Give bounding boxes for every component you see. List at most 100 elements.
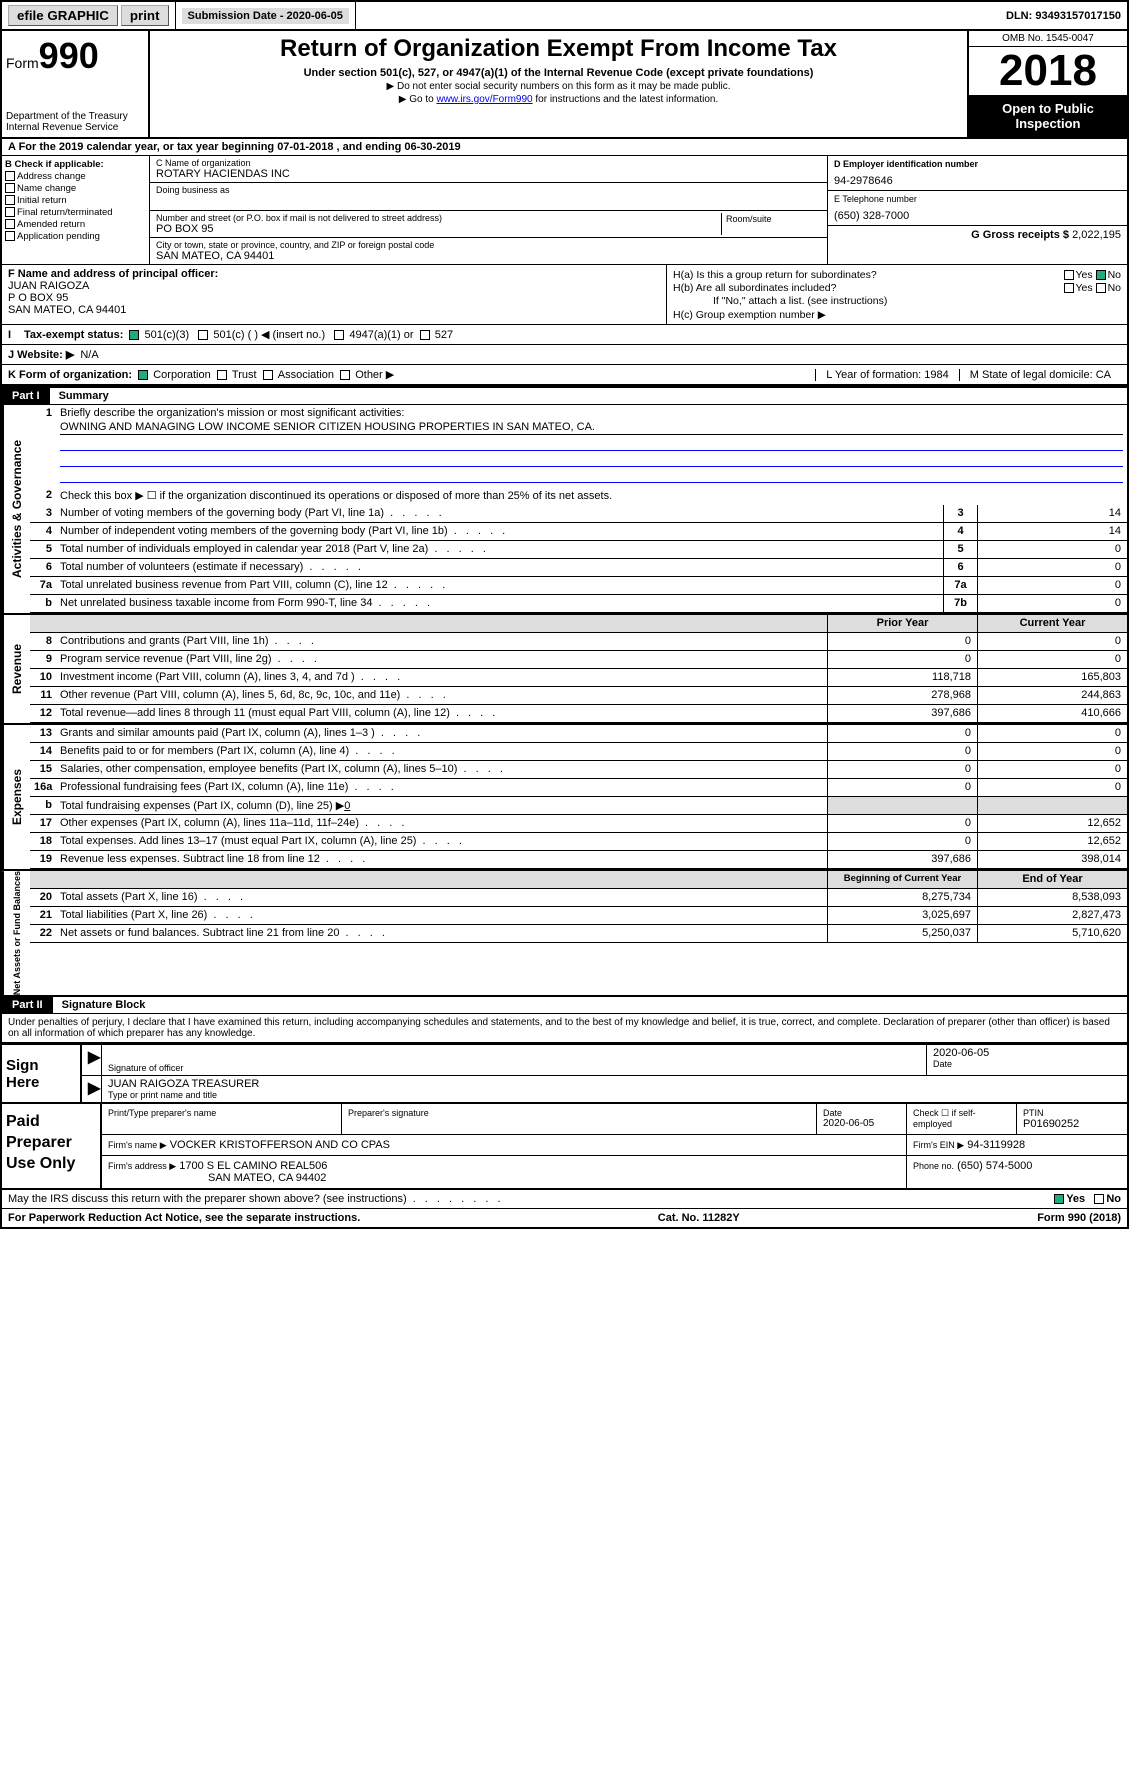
hdr-num: [30, 615, 56, 632]
i-letter: I: [8, 329, 24, 341]
prep-date-label: Date: [823, 1108, 900, 1118]
opt-4947: 4947(a)(1) or: [349, 329, 413, 341]
chk-address-change[interactable]: Address change: [5, 171, 146, 182]
col-c-org-info: C Name of organization ROTARY HACIENDAS …: [150, 156, 827, 264]
efile-button[interactable]: efile GRAPHIC: [8, 5, 118, 26]
r16b-curr-shade: [977, 797, 1127, 814]
firm-ein-val: 94-3119928: [967, 1139, 1025, 1151]
ha-text: H(a) Is this a group return for subordin…: [673, 269, 877, 281]
gov-row: 6Total number of volunteers (estimate if…: [30, 559, 1127, 577]
opt-assoc: Association: [278, 369, 334, 381]
row1-content: Briefly describe the organization's miss…: [56, 405, 1127, 487]
row-gross: G Gross receipts $ 2,022,195: [828, 226, 1127, 244]
vtab-revenue: Revenue: [2, 615, 30, 723]
row-balance-header: Beginning of Current Year End of Year: [30, 871, 1127, 889]
row-tax-exempt: I Tax-exempt status: 501(c)(3) 501(c) ( …: [2, 325, 1127, 345]
chk-app-pending[interactable]: Application pending: [5, 231, 146, 242]
firm-phone-val: (650) 574-5000: [957, 1160, 1032, 1172]
table-row: 14Benefits paid to or for members (Part …: [30, 743, 1127, 761]
chk-corp[interactable]: [138, 370, 148, 380]
table-row: 16aProfessional fundraising fees (Part I…: [30, 779, 1127, 797]
officer-name: JUAN RAIGOZA: [8, 280, 89, 292]
org-name-val: ROTARY HACIENDAS INC: [156, 168, 821, 180]
sig-officer-label: Signature of officer: [108, 1063, 920, 1073]
mission-text: OWNING AND MANAGING LOW INCOME SENIOR CI…: [60, 421, 595, 433]
table-row: 12Total revenue—add lines 8 through 11 (…: [30, 705, 1127, 723]
firm-name-label: Firm's name ▶: [108, 1140, 167, 1150]
chk-final-return[interactable]: Final return/terminated: [5, 207, 146, 218]
city-val: SAN MATEO, CA 94401: [156, 250, 821, 262]
sig-date-label: Date: [933, 1059, 1121, 1069]
hb-yesno: Yes No: [1064, 282, 1122, 294]
print-button[interactable]: print: [121, 5, 169, 26]
form-title: Return of Organization Exempt From Incom…: [154, 35, 963, 63]
discuss-yes-chk[interactable]: [1054, 1194, 1064, 1204]
part2-tag: Part II: [2, 997, 53, 1013]
ein-val: 94-2978646: [834, 175, 1121, 187]
paid-preparer-label: Paid Preparer Use Only: [2, 1104, 102, 1188]
table-row: 21Total liabilities (Part X, line 26) . …: [30, 907, 1127, 925]
efile-cell: efile GRAPHIC print: [2, 2, 176, 29]
part1-header: Part I Summary: [2, 386, 1127, 405]
discuss-yesno: Yes No: [1054, 1193, 1121, 1205]
gross-label: G Gross receipts $: [971, 229, 1069, 241]
chk-501c[interactable]: [198, 330, 208, 340]
sign-right: ▶ Signature of officer 2020-06-05 Date ▶…: [82, 1045, 1127, 1102]
open-to-public: Open to Public Inspection: [969, 95, 1127, 137]
summary-section-expenses: Expenses 13Grants and similar amounts pa…: [2, 723, 1127, 869]
row-city: City or town, state or province, country…: [150, 238, 827, 264]
table-row: 10Investment income (Part VIII, column (…: [30, 669, 1127, 687]
r16b-num: b: [30, 797, 56, 814]
ha-yesno: Yes No: [1064, 269, 1122, 281]
opt-501c3: 501(c)(3): [145, 329, 190, 341]
irs-link[interactable]: www.irs.gov/Form990: [436, 94, 532, 105]
prep-row3: Firm's address ▶ 1700 S EL CAMINO REAL50…: [102, 1156, 1127, 1188]
tax-exempt-label: Tax-exempt status:: [24, 329, 123, 341]
expenses-body: 13Grants and similar amounts paid (Part …: [30, 725, 1127, 869]
chk-initial-return[interactable]: Initial return: [5, 195, 146, 206]
chk-amended[interactable]: Amended return: [5, 219, 146, 230]
revenue-body: Prior Year Current Year 8Contributions a…: [30, 615, 1127, 723]
gov-row: bNet unrelated business taxable income f…: [30, 595, 1127, 613]
discuss-no-chk[interactable]: [1094, 1194, 1104, 1204]
opt-527: 527: [435, 329, 453, 341]
table-row: 15Salaries, other compensation, employee…: [30, 761, 1127, 779]
gov-row: 7aTotal unrelated business revenue from …: [30, 577, 1127, 595]
chk-name-change[interactable]: Name change: [5, 183, 146, 194]
line-a-tax-year: A For the 2019 calendar year, or tax yea…: [2, 139, 1127, 156]
opt-corp: Corporation: [153, 369, 210, 381]
ha-yes-chk[interactable]: [1064, 270, 1074, 280]
hdr-begin: Beginning of Current Year: [827, 871, 977, 888]
chk-501c3[interactable]: [129, 330, 139, 340]
summary-section-netassets: Net Assets or Fund Balances Beginning of…: [2, 869, 1127, 997]
ha-no-chk[interactable]: [1096, 270, 1106, 280]
spacer: [356, 2, 1000, 29]
header-left: Form990 Department of the Treasury Inter…: [2, 31, 150, 137]
row-year-header: Prior Year Current Year: [30, 615, 1127, 633]
form-prefix: Form: [6, 55, 39, 71]
prep-right: Print/Type preparer's name Preparer's si…: [102, 1104, 1127, 1188]
part1-tag: Part I: [2, 388, 50, 404]
governance-body: 1 Briefly describe the organization's mi…: [30, 405, 1127, 613]
officer-addr2: SAN MATEO, CA 94401: [8, 304, 126, 316]
chk-assoc[interactable]: [263, 370, 273, 380]
hb-yes-chk[interactable]: [1064, 283, 1074, 293]
row1-num: 1: [30, 405, 56, 487]
chk-527[interactable]: [420, 330, 430, 340]
block-identity: B Check if applicable: Address change Na…: [2, 156, 1127, 265]
chk-other[interactable]: [340, 370, 350, 380]
form-number: Form990: [6, 35, 144, 77]
vtab-expenses: Expenses: [2, 725, 30, 869]
gross-val: 2,022,195: [1072, 229, 1121, 241]
chk-4947[interactable]: [334, 330, 344, 340]
hb-no-chk[interactable]: [1096, 283, 1106, 293]
chk-trust[interactable]: [217, 370, 227, 380]
hdr-prior: Prior Year: [827, 615, 977, 632]
ein-label: D Employer identification number: [834, 159, 978, 169]
row-dba: Doing business as: [150, 183, 827, 211]
firm-addr2: SAN MATEO, CA 94402: [108, 1172, 326, 1184]
dept-treasury: Department of the Treasury Internal Reve…: [6, 111, 144, 133]
row2-discontinue: 2 Check this box ▶ ☐ if the organization…: [30, 487, 1127, 505]
header-mid: Return of Organization Exempt From Incom…: [150, 31, 967, 137]
form-header: Form990 Department of the Treasury Inter…: [2, 31, 1127, 139]
